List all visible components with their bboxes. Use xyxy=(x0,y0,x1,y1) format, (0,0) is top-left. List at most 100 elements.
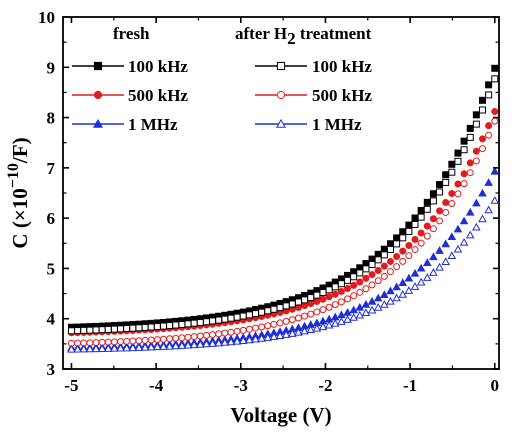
data-point xyxy=(410,282,420,290)
data-point xyxy=(307,294,315,302)
data-point xyxy=(264,322,272,330)
data-point xyxy=(442,208,450,216)
data-point xyxy=(442,178,450,186)
x-tick-label: 0 xyxy=(491,376,500,395)
data-point xyxy=(374,277,382,285)
data-point xyxy=(393,240,401,248)
data-point xyxy=(245,311,253,319)
data-point xyxy=(448,168,456,176)
y-tick-label: 7 xyxy=(47,159,56,178)
y-tick-label: 4 xyxy=(47,310,56,329)
data-point xyxy=(380,300,389,308)
data-point xyxy=(275,331,285,339)
data-point xyxy=(92,326,100,334)
data-point xyxy=(411,220,419,228)
data-point xyxy=(442,198,450,206)
y-tick-label: 10 xyxy=(38,8,55,27)
data-point xyxy=(153,336,161,344)
data-point xyxy=(405,252,413,260)
data-point xyxy=(159,322,167,330)
data-point xyxy=(485,131,493,139)
data-point xyxy=(343,308,352,316)
y-tick-label: 6 xyxy=(47,209,56,228)
data-point xyxy=(215,330,223,338)
y-axis-title-main: C (×10 xyxy=(8,188,32,248)
data-point xyxy=(380,262,388,270)
data-point xyxy=(410,268,420,277)
data-point xyxy=(466,159,474,167)
legend-entry-fresh-1-mhz: 1 MHz xyxy=(72,115,178,134)
data-point xyxy=(325,303,333,311)
data-point xyxy=(190,333,198,341)
data-point xyxy=(313,291,321,299)
data-point xyxy=(416,277,426,286)
data-point xyxy=(465,207,475,216)
data-point xyxy=(386,268,394,276)
data-point xyxy=(184,320,192,328)
data-point xyxy=(202,318,210,326)
legend-entry-after-100-khz: 100 kHz xyxy=(255,57,372,76)
data-point xyxy=(386,240,394,248)
data-point xyxy=(423,198,431,206)
data-point xyxy=(423,222,431,230)
data-point xyxy=(177,341,187,349)
data-point xyxy=(324,320,334,329)
data-point xyxy=(117,325,125,333)
data-point xyxy=(196,318,204,326)
data-point xyxy=(368,281,376,289)
data-point xyxy=(301,296,309,304)
data-point xyxy=(159,342,168,350)
data-point xyxy=(367,296,377,305)
data-point xyxy=(325,286,333,294)
data-point xyxy=(294,298,302,306)
y-axis-ticks: 3 4 5 6 7 8 9 10 xyxy=(38,8,499,379)
data-point xyxy=(386,246,394,254)
data-point xyxy=(258,323,266,331)
data-point xyxy=(257,333,266,342)
x-tick-label: -4 xyxy=(149,376,164,395)
data-point xyxy=(263,333,273,341)
data-point xyxy=(448,190,456,198)
data-point xyxy=(350,281,358,289)
data-point xyxy=(435,246,444,254)
data-point xyxy=(447,232,457,241)
data-point xyxy=(393,234,401,242)
data-point xyxy=(209,331,217,339)
data-point xyxy=(491,108,499,116)
data-point xyxy=(183,340,193,349)
legend-entry-fresh-100-khz: 100 kHz xyxy=(72,57,188,76)
data-point xyxy=(460,180,468,188)
data-point xyxy=(276,319,284,327)
data-point xyxy=(86,326,94,334)
data-point xyxy=(184,333,192,341)
data-point xyxy=(429,215,437,223)
data-point xyxy=(491,117,499,125)
data-point xyxy=(301,312,309,320)
legend-entry-after-500-khz: 500 kHz xyxy=(255,86,372,105)
data-point xyxy=(472,198,481,207)
data-point xyxy=(429,190,437,198)
legend-marker xyxy=(93,90,103,100)
data-point xyxy=(350,292,358,300)
data-point xyxy=(459,237,469,246)
data-point xyxy=(343,315,352,323)
data-point xyxy=(399,247,407,255)
data-point xyxy=(331,290,339,298)
data-point xyxy=(97,344,107,353)
data-point xyxy=(252,324,260,332)
legend-entry-after-1-mhz: 1 MHz xyxy=(255,115,362,134)
data-point xyxy=(442,171,450,179)
data-point xyxy=(344,295,352,303)
data-point xyxy=(135,337,143,345)
data-point xyxy=(460,137,468,145)
y-axis-title-end: /F) xyxy=(8,137,32,164)
data-point xyxy=(288,316,296,324)
data-point xyxy=(399,234,407,242)
data-point xyxy=(276,304,284,312)
data-point xyxy=(330,318,340,327)
legend-marker xyxy=(93,118,103,128)
data-point xyxy=(392,293,401,302)
data-point xyxy=(393,252,401,260)
data-point xyxy=(67,344,76,353)
data-point xyxy=(141,323,149,331)
